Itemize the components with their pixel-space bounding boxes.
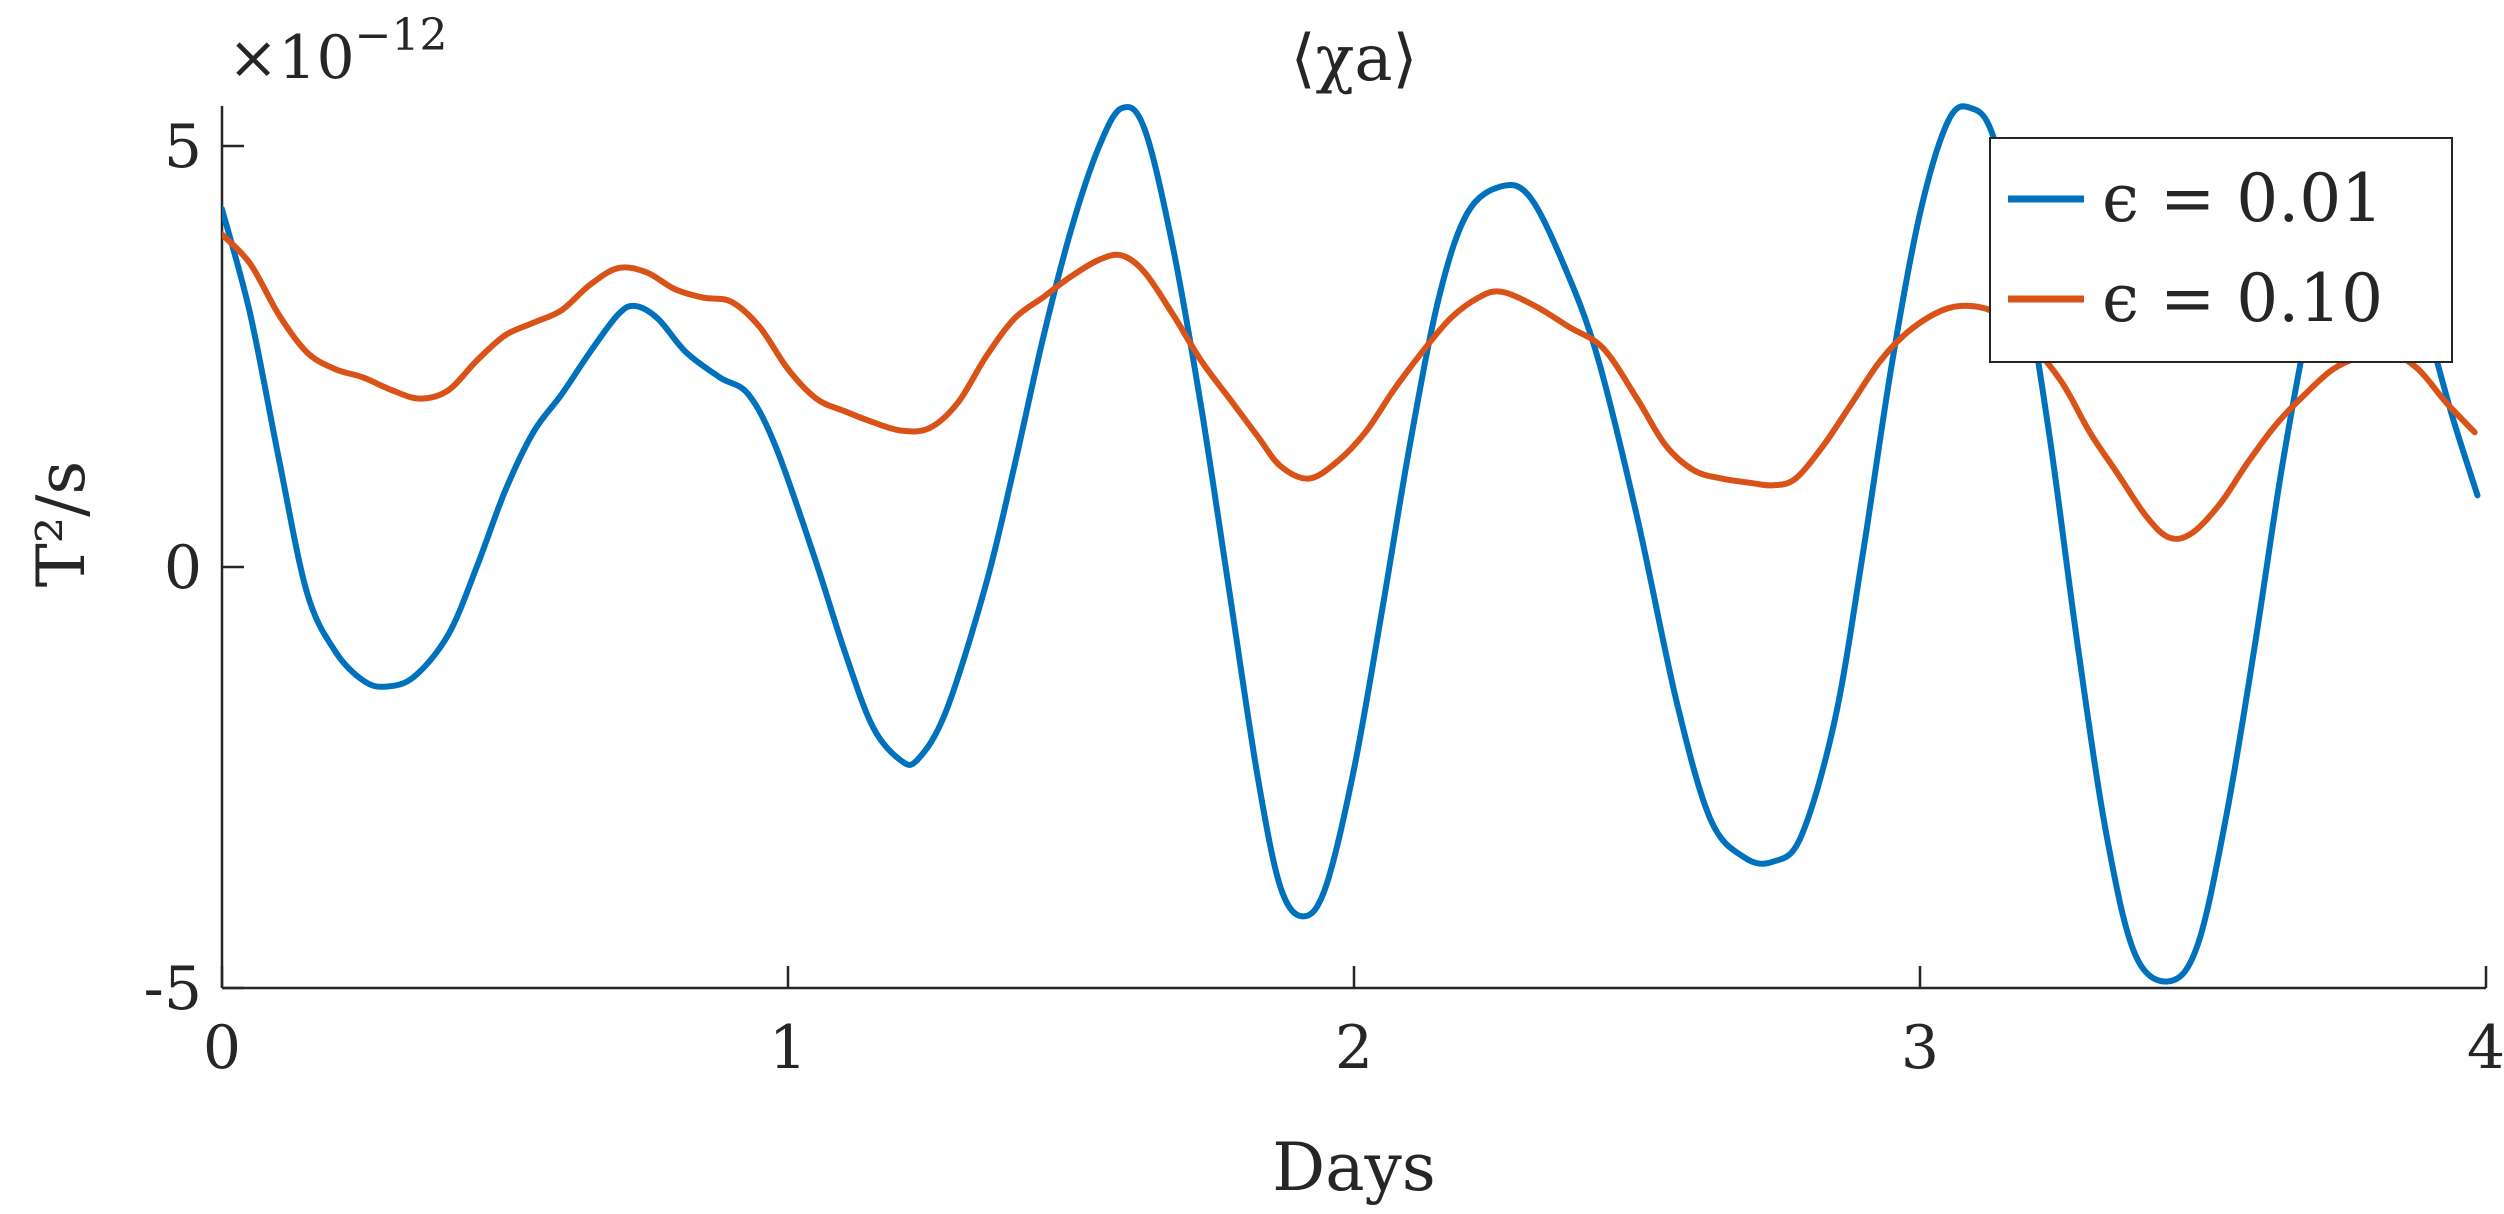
series-line-2	[222, 231, 2478, 542]
y-exponent-power: −12	[355, 10, 448, 61]
x-tick-label: 2	[1335, 1013, 1373, 1083]
x-tick-label: 3	[1901, 1013, 1939, 1083]
y-axis-title: T²/s	[23, 461, 100, 588]
legend-label-series-1: ϵ = 0.01	[2102, 160, 2383, 237]
legend-label-series-2: ϵ = 0.10	[2102, 260, 2383, 337]
legend: ϵ = 0.01 ϵ = 0.10	[1989, 137, 2453, 363]
svg-text:×10−12: ×10−12	[228, 10, 447, 93]
series-line-1	[222, 103, 2481, 985]
y-tick-label: 5	[164, 112, 202, 182]
series-group	[222, 103, 2481, 985]
y-exponent-label: ×10−12	[228, 10, 447, 93]
y-tick-label: -5	[144, 954, 202, 1024]
axis-ticks: 0 1 2 3 4-505	[144, 112, 2504, 1083]
x-tick-label: 4	[2467, 1013, 2504, 1083]
x-tick-label: 1	[769, 1013, 807, 1083]
x-tick-label: 0	[203, 1013, 241, 1083]
chart-title: ⟨χa⟩	[1291, 22, 1418, 96]
y-exponent-base: ×10	[228, 23, 355, 93]
x-axis-title: Days	[1272, 1129, 1435, 1206]
legend-box	[1989, 137, 2453, 363]
y-tick-label: 0	[164, 533, 202, 603]
